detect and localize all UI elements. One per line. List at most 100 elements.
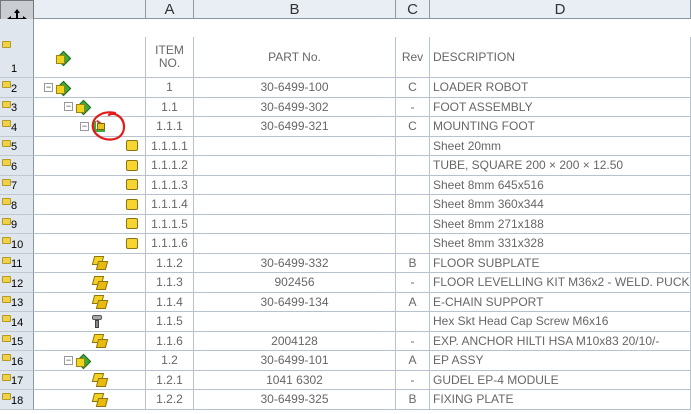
item-no-cell[interactable]: 1.1.2 — [146, 253, 194, 273]
row-number-cell[interactable]: 7 — [0, 175, 34, 195]
description-cell[interactable]: EP ASSY — [430, 351, 691, 371]
item-no-cell[interactable]: 1.1.4 — [146, 292, 194, 312]
table-row[interactable]: 15 1.1.6 2004128- EXP. ANCHOR HILTI HSA M10… — [0, 331, 691, 351]
item-no-cell[interactable]: 1.2.1 — [146, 370, 194, 390]
row-number-cell[interactable]: 18 — [0, 390, 34, 410]
row-number-cell[interactable]: 10 — [0, 234, 34, 254]
row-number-cell[interactable]: 9 — [0, 214, 34, 234]
description-cell[interactable]: FOOT ASSEMBLY — [430, 97, 691, 117]
description-cell[interactable]: Sheet 20mm — [430, 136, 691, 156]
tree-cell[interactable]: − — [34, 117, 146, 137]
rev-cell[interactable]: - — [396, 331, 430, 351]
row-number-cell[interactable]: 2 — [0, 78, 34, 98]
header-rev[interactable]: Rev — [396, 37, 430, 78]
tree-cell[interactable] — [34, 292, 146, 312]
description-cell[interactable]: Hex Skt Head Cap Screw M6x16 — [430, 312, 691, 332]
header-row[interactable]: 1 ITEM NO. PART No. Rev DESCRIPTION — [0, 19, 691, 78]
rev-cell[interactable] — [396, 175, 430, 195]
tree-cell[interactable]: − — [34, 78, 146, 98]
part-no-cell[interactable]: 2004128 — [194, 331, 396, 351]
row-number-cell[interactable]: 14 — [0, 312, 34, 332]
item-no-cell[interactable]: 1.1.1.4 — [146, 195, 194, 215]
column-letter-a[interactable]: A — [146, 0, 194, 19]
table-row[interactable]: 4 − 1.1.1 30-6499-321 C MOUNTING FOOT — [0, 117, 691, 137]
rev-cell[interactable]: - — [396, 273, 430, 293]
table-row[interactable]: 16 − 1.2 30-6499-101 A EP ASSY — [0, 351, 691, 371]
item-no-cell[interactable]: 1.2.2 — [146, 390, 194, 410]
collapse-toggle-icon[interactable]: − — [44, 81, 53, 92]
table-row[interactable]: 12 1.1.3 902456- FLOOR LEVELLING KIT M36x2 … — [0, 273, 691, 293]
rev-cell[interactable] — [396, 234, 430, 254]
description-cell[interactable]: Sheet 8mm 331x328 — [430, 234, 691, 254]
description-cell[interactable]: Sheet 8mm 360x344 — [430, 195, 691, 215]
item-no-cell[interactable]: 1.1.1.2 — [146, 156, 194, 176]
header-description[interactable]: DESCRIPTION — [430, 37, 691, 78]
collapse-toggle-icon[interactable]: − — [64, 101, 73, 112]
row-number-cell[interactable]: 15 — [0, 331, 34, 351]
row-number-cell[interactable]: 17 — [0, 370, 34, 390]
description-cell[interactable]: GUDEL EP-4 MODULE — [430, 370, 691, 390]
item-no-cell[interactable]: 1.1.1.1 — [146, 136, 194, 156]
collapse-toggle-icon[interactable]: − — [64, 354, 73, 365]
item-no-cell[interactable]: 1.1.1.6 — [146, 234, 194, 254]
table-row[interactable]: 10 1.1.1.6 Sheet 8mm 331x328 — [0, 234, 691, 254]
part-no-cell[interactable] — [194, 312, 396, 332]
item-no-cell[interactable]: 1.1.6 — [146, 331, 194, 351]
item-no-cell[interactable]: 1.1.5 — [146, 312, 194, 332]
item-no-cell[interactable]: 1.1.3 — [146, 273, 194, 293]
rev-cell[interactable] — [396, 195, 430, 215]
tree-cell[interactable]: − — [34, 351, 146, 371]
table-row[interactable]: 17 1.2.1 1041 6302- GUDEL EP-4 MODULE — [0, 370, 691, 390]
description-cell[interactable]: MOUNTING FOOT — [430, 117, 691, 137]
rev-cell[interactable]: A — [396, 292, 430, 312]
description-cell[interactable]: Sheet 8mm 271x188 — [430, 214, 691, 234]
description-cell[interactable]: EXP. ANCHOR HILTI HSA M10x83 20/10/- — [430, 331, 691, 351]
column-letter-b[interactable]: B — [194, 0, 396, 19]
table-row[interactable]: 9 1.1.1.5 Sheet 8mm 271x188 — [0, 214, 691, 234]
part-no-cell[interactable]: 30-6499-134 — [194, 292, 396, 312]
tree-cell[interactable]: − — [34, 97, 146, 117]
rev-cell[interactable] — [396, 156, 430, 176]
row-number-cell[interactable]: 11 — [0, 253, 34, 273]
rev-cell[interactable]: B — [396, 390, 430, 410]
tree-cell[interactable] — [34, 214, 146, 234]
description-cell[interactable]: FLOOR LEVELLING KIT M36x2 - WELD. PUCK — [430, 273, 691, 293]
part-no-cell[interactable]: 30-6499-100 — [194, 78, 396, 98]
header-item-no[interactable]: ITEM NO. — [146, 37, 194, 78]
table-row[interactable]: 7 1.1.1.3 Sheet 8mm 645x516 — [0, 175, 691, 195]
row-number-cell[interactable]: 13 — [0, 292, 34, 312]
part-no-cell[interactable]: 902456 — [194, 273, 396, 293]
tree-cell[interactable] — [34, 331, 146, 351]
part-no-cell[interactable] — [194, 175, 396, 195]
table-row[interactable]: 8 1.1.1.4 Sheet 8mm 360x344 — [0, 195, 691, 215]
row-number-cell[interactable]: 5 — [0, 136, 34, 156]
tree-cell[interactable] — [34, 370, 146, 390]
description-cell[interactable]: Sheet 8mm 645x516 — [430, 175, 691, 195]
item-no-cell[interactable]: 1.1.1 — [146, 117, 194, 137]
table-row[interactable]: 6 1.1.1.2 TUBE, SQUARE 200 × 200 × 12.50 — [0, 156, 691, 176]
tree-cell[interactable] — [34, 156, 146, 176]
tree-cell[interactable] — [34, 273, 146, 293]
item-no-cell[interactable]: 1.1.1.3 — [146, 175, 194, 195]
tree-cell[interactable] — [34, 234, 146, 254]
rev-cell[interactable]: - — [396, 97, 430, 117]
description-cell[interactable]: TUBE, SQUARE 200 × 200 × 12.50 — [430, 156, 691, 176]
column-letter-c[interactable]: C — [396, 0, 430, 19]
row-number-cell[interactable]: 8 — [0, 195, 34, 215]
tree-cell[interactable] — [34, 253, 146, 273]
part-no-cell[interactable] — [194, 234, 396, 254]
part-no-cell[interactable] — [194, 214, 396, 234]
collapse-toggle-icon[interactable]: − — [80, 120, 89, 131]
rev-cell[interactable] — [396, 312, 430, 332]
rev-cell[interactable] — [396, 214, 430, 234]
row-number-cell[interactable]: 1 — [0, 19, 34, 78]
part-no-cell[interactable] — [194, 156, 396, 176]
item-no-cell[interactable]: 1.2 — [146, 351, 194, 371]
tree-cell[interactable] — [34, 195, 146, 215]
rev-cell[interactable]: B — [396, 253, 430, 273]
rev-cell[interactable]: C — [396, 117, 430, 137]
part-no-cell[interactable]: 30-6499-101 — [194, 351, 396, 371]
description-cell[interactable]: LOADER ROBOT — [430, 78, 691, 98]
row-number-cell[interactable]: 3 — [0, 97, 34, 117]
part-no-cell[interactable]: 30-6499-325 — [194, 390, 396, 410]
